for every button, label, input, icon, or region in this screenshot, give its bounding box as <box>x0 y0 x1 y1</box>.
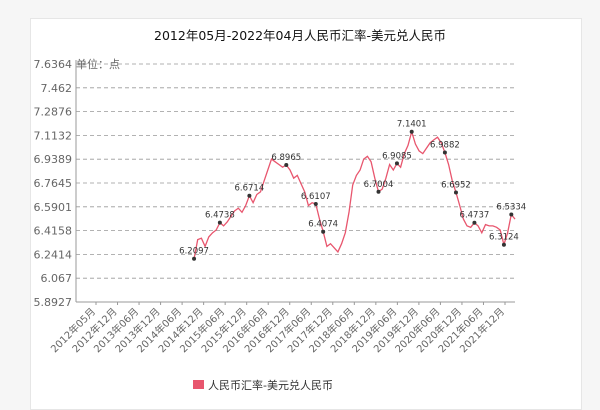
y-tick-label: 7.6364 <box>34 58 73 71</box>
y-tick-label: 6.5901 <box>34 201 73 214</box>
y-tick-label: 6.2414 <box>34 248 73 261</box>
data-point <box>376 189 381 194</box>
y-tick-label: 6.9389 <box>34 153 73 166</box>
data-label: 6.6714 <box>235 184 265 194</box>
data-point <box>313 201 318 206</box>
data-label: 6.3124 <box>489 233 519 243</box>
y-tick-label: 7.2876 <box>34 106 73 119</box>
y-tick-label: 5.8927 <box>34 296 73 309</box>
y-tick-label: 6.4158 <box>34 225 73 238</box>
data-label: 6.6952 <box>441 180 471 190</box>
data-point <box>442 150 447 155</box>
data-point <box>321 229 326 234</box>
y-tick-label: 7.462 <box>41 82 73 95</box>
legend-swatch <box>193 380 204 389</box>
data-label: 6.7004 <box>364 180 394 190</box>
legend[interactable]: 人民币汇率-美元兑人民币 <box>193 378 333 392</box>
y-tick-label: 6.7645 <box>34 177 73 190</box>
data-point <box>409 129 414 134</box>
data-labels: 6.2097 6.4738 6.6714 6.8965 6.6107 6.4074 6.70… <box>179 120 526 257</box>
series-line <box>193 129 516 259</box>
legend-label: 人民币汇率-美元兑人民币 <box>208 378 333 392</box>
data-point <box>192 256 197 261</box>
data-label: 6.5334 <box>496 203 526 213</box>
data-point <box>284 162 289 167</box>
data-point <box>394 161 399 166</box>
data-label: 6.4074 <box>308 220 338 230</box>
data-point <box>501 242 506 247</box>
data-point <box>247 193 252 198</box>
data-point <box>217 220 222 225</box>
data-label: 6.9882 <box>430 140 460 150</box>
x-axis-ticks: 2012年05月2012年12月2013年06月2013年12月2014年06月… <box>48 302 507 355</box>
data-label: 7.1401 <box>397 120 427 130</box>
data-label: 6.2097 <box>179 247 209 257</box>
data-point <box>472 220 477 225</box>
chart-title: 2012年05月-2022年04月人民币汇率-美元兑人民币 <box>154 28 446 43</box>
y-axis-ticks: 7.6364 7.462 7.2876 7.1132 6.9389 6.7645 6.590… <box>34 58 73 309</box>
data-point <box>509 212 514 217</box>
data-label: 6.6107 <box>301 192 331 202</box>
data-label: 6.4737 <box>460 211 490 221</box>
data-label: 6.9085 <box>382 151 412 161</box>
data-label: 6.8965 <box>271 153 301 163</box>
data-point <box>453 190 458 195</box>
y-tick-label: 6.067 <box>41 272 73 285</box>
chart-panel <box>30 18 582 410</box>
y-tick-label: 7.1132 <box>34 129 73 142</box>
axes <box>75 60 515 303</box>
data-label: 6.4738 <box>205 211 235 221</box>
series-layer <box>192 129 516 261</box>
